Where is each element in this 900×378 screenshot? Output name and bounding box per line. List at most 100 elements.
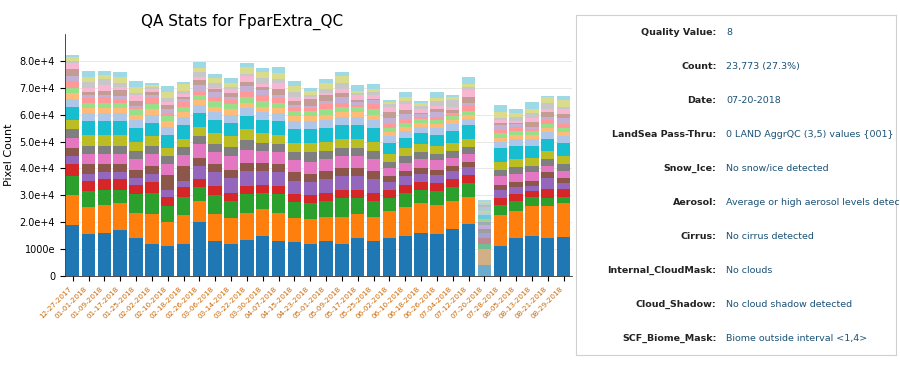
Bar [493,120,507,123]
Bar [240,186,254,194]
Bar [367,151,381,159]
Bar [240,108,254,116]
Bar [430,124,444,128]
Bar [113,190,127,203]
Bar [113,102,127,108]
Text: 23,773 (27.3%): 23,773 (27.3%) [726,62,800,71]
Bar [382,238,396,276]
Bar [509,182,523,187]
Bar [382,112,396,118]
Bar [399,208,412,235]
Bar [272,194,285,213]
Bar [320,217,333,241]
Bar [335,117,348,125]
Bar [335,148,348,156]
Bar [493,118,507,120]
Bar [272,241,285,276]
Bar [351,125,364,139]
Bar [113,153,127,164]
Bar [161,102,175,105]
Bar [541,103,554,109]
Bar [541,96,554,97]
Bar [224,98,238,101]
Bar [541,178,554,189]
Bar [176,97,190,99]
Bar [209,241,222,276]
Bar [98,97,111,102]
Bar [430,170,444,175]
Bar [462,111,475,115]
Bar [130,141,143,151]
Bar [145,92,158,95]
Bar [399,131,412,138]
Bar [478,200,491,202]
Bar [493,125,507,130]
Bar [351,190,364,198]
Bar [272,135,285,144]
Bar [478,209,491,211]
Bar [209,164,222,172]
Bar [240,82,254,86]
Bar [256,101,269,107]
Bar [541,124,554,128]
Bar [320,84,333,88]
Bar [399,184,412,193]
Text: No snow/ice detected: No snow/ice detected [726,164,829,173]
Bar [541,112,554,117]
Bar [367,179,381,193]
Bar [176,155,190,166]
Bar [351,177,364,190]
Bar [256,133,269,143]
Bar [351,156,364,169]
Bar [66,57,79,61]
Bar [351,107,364,112]
Bar [161,190,175,197]
Bar [256,68,269,72]
Bar [478,204,491,205]
Bar [130,151,143,159]
Bar [272,113,285,121]
Bar [399,171,412,177]
Bar [303,121,317,129]
Bar [193,127,206,136]
Bar [541,206,554,238]
Bar [526,102,538,109]
Bar [382,190,396,198]
Bar [335,107,348,112]
Bar [113,108,127,113]
Bar [367,120,381,128]
Bar [446,116,460,120]
Bar [303,129,317,143]
Bar [541,159,554,166]
Bar [113,164,127,172]
Bar [256,112,269,120]
Bar [478,211,491,213]
Bar [509,174,523,182]
Bar [446,95,460,97]
Bar [526,197,538,206]
Bar [493,123,507,125]
Bar [462,125,475,139]
Bar [414,159,427,169]
Bar [478,207,491,209]
Bar [382,102,396,104]
Bar [272,186,285,194]
Bar [430,160,444,170]
Text: Quality Value:: Quality Value: [642,28,716,37]
Bar [193,179,206,187]
Bar [526,118,538,122]
Bar [414,133,427,144]
Bar [224,178,238,193]
Bar [526,186,538,191]
Bar [462,183,475,197]
Bar [414,119,427,123]
Bar [256,78,269,84]
Bar [113,72,127,77]
Bar [382,177,396,182]
Bar [113,172,127,179]
Bar [66,99,79,107]
Bar [193,68,206,72]
Bar [256,171,269,184]
Bar [382,169,396,177]
Bar [430,234,444,276]
